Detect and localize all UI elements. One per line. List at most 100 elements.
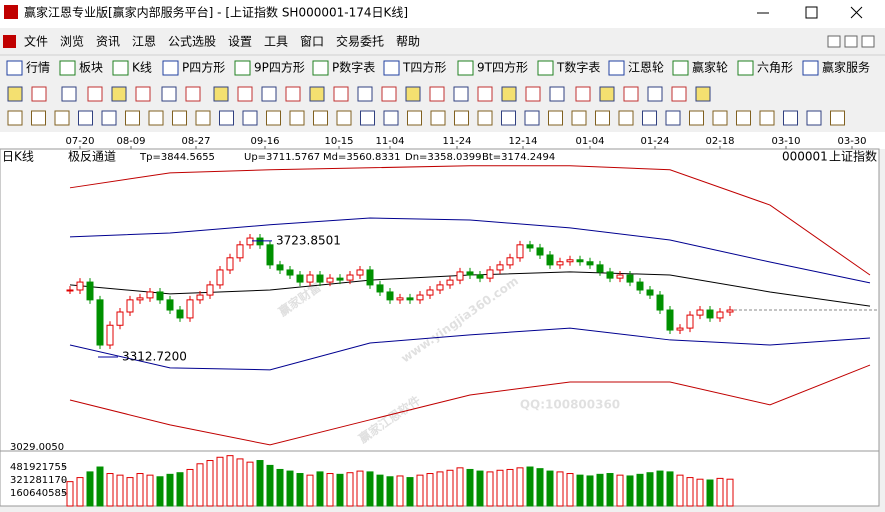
toolbar-icon[interactable] xyxy=(237,86,253,102)
toolbar-label[interactable]: 赢家服务 xyxy=(822,60,870,75)
maximize-button[interactable] xyxy=(805,6,818,19)
toolbar-icon[interactable] xyxy=(219,110,234,126)
toolbar-label[interactable]: 江恩轮 xyxy=(628,61,664,75)
menu-item[interactable]: 窗口 xyxy=(300,35,324,49)
toolbar-icon[interactable] xyxy=(405,86,421,102)
menu-item[interactable]: 帮助 xyxy=(396,35,420,49)
toolbar-icon[interactable] xyxy=(599,86,615,102)
toolbar-icon[interactable] xyxy=(266,110,281,126)
toolbar-icon[interactable] xyxy=(135,86,151,102)
toolbar-icon[interactable] xyxy=(571,110,587,126)
toolbar-label[interactable]: 赢家轮 xyxy=(692,60,728,75)
doc-restore[interactable] xyxy=(844,35,858,48)
toolbar-icon[interactable] xyxy=(285,86,301,102)
menu-item[interactable]: 交易委托 xyxy=(336,34,384,49)
toolbar-icon[interactable] xyxy=(309,86,325,102)
toolbar-icon[interactable] xyxy=(54,110,70,126)
toolbar-label[interactable]: 9P四方形 xyxy=(254,60,305,75)
menu-item[interactable]: 设置 xyxy=(228,35,252,49)
toolbar-icon[interactable] xyxy=(59,60,76,76)
toolbar-icon[interactable] xyxy=(695,86,711,102)
toolbar-icon[interactable] xyxy=(111,86,127,102)
toolbar-icon[interactable] xyxy=(623,86,639,102)
toolbar-icon[interactable] xyxy=(712,110,728,126)
toolbar-icon[interactable] xyxy=(242,110,258,126)
toolbar-icon[interactable] xyxy=(802,60,819,76)
toolbar-icon[interactable] xyxy=(737,60,754,76)
toolbar-icon[interactable] xyxy=(457,60,474,76)
toolbar-icon[interactable] xyxy=(333,86,349,102)
menu-item[interactable]: 工具 xyxy=(264,35,288,49)
toolbar-icon[interactable] xyxy=(31,110,46,126)
toolbar-icon[interactable] xyxy=(618,110,634,126)
toolbar-icon[interactable] xyxy=(61,86,77,102)
toolbar-icon[interactable] xyxy=(477,86,493,102)
toolbar-icon[interactable] xyxy=(736,110,751,126)
toolbar-icon[interactable] xyxy=(195,110,211,126)
toolbar-icon[interactable] xyxy=(575,86,591,102)
toolbar-icon[interactable] xyxy=(642,110,657,126)
toolbar-icon[interactable] xyxy=(525,86,541,102)
toolbar-icon[interactable] xyxy=(213,86,229,102)
toolbar-label[interactable]: T数字表 xyxy=(556,60,600,75)
toolbar-icon[interactable] xyxy=(101,110,117,126)
toolbar-icon[interactable] xyxy=(7,110,23,126)
toolbar-icon[interactable] xyxy=(672,60,689,76)
toolbar-label[interactable]: 六角形 xyxy=(757,61,793,75)
toolbar-icon[interactable] xyxy=(783,110,798,126)
toolbar-icon[interactable] xyxy=(501,86,517,102)
toolbar-icon[interactable] xyxy=(312,60,329,76)
menu-item[interactable]: 资讯 xyxy=(96,35,120,49)
toolbar-label[interactable]: P数字表 xyxy=(332,60,375,75)
toolbar-icon[interactable] xyxy=(830,110,845,126)
doc-close[interactable] xyxy=(861,35,875,48)
toolbar-icon[interactable] xyxy=(357,86,373,102)
toolbar-icon[interactable] xyxy=(689,110,704,126)
toolbar-icon[interactable] xyxy=(383,60,400,76)
toolbar-icon[interactable] xyxy=(501,110,516,126)
menu-item[interactable]: 江恩 xyxy=(132,35,156,49)
menu-item[interactable]: 文件 xyxy=(24,34,48,49)
toolbar-icon[interactable] xyxy=(112,60,129,76)
toolbar-icon[interactable] xyxy=(161,86,177,102)
toolbar-icon[interactable] xyxy=(185,86,201,102)
toolbar-icon[interactable] xyxy=(549,86,565,102)
toolbar-label[interactable]: T四方形 xyxy=(402,60,446,75)
toolbar-label[interactable]: P四方形 xyxy=(182,60,225,75)
toolbar-icon[interactable] xyxy=(172,110,187,126)
toolbar-icon[interactable] xyxy=(454,110,469,126)
toolbar-icon[interactable] xyxy=(360,110,375,126)
toolbar-icon[interactable] xyxy=(234,60,251,76)
doc-minimize[interactable] xyxy=(827,35,841,48)
toolbar-icon[interactable] xyxy=(548,110,563,126)
toolbar-icon[interactable] xyxy=(524,110,540,126)
toolbar-icon[interactable] xyxy=(477,110,493,126)
toolbar-icon[interactable] xyxy=(7,86,23,102)
toolbar-icon[interactable] xyxy=(453,86,469,102)
toolbar-label[interactable]: 行情 xyxy=(26,61,50,75)
toolbar-label[interactable]: K线 xyxy=(132,61,152,75)
toolbar-icon[interactable] xyxy=(647,86,663,102)
toolbar-icon[interactable] xyxy=(665,110,681,126)
toolbar-icon[interactable] xyxy=(261,86,277,102)
toolbar-icon[interactable] xyxy=(429,86,445,102)
toolbar-icon[interactable] xyxy=(806,110,822,126)
toolbar-icon[interactable] xyxy=(31,86,47,102)
toolbar-icon[interactable] xyxy=(759,110,775,126)
toolbar-icon[interactable] xyxy=(430,110,446,126)
toolbar-icon[interactable] xyxy=(6,60,23,76)
menu-item[interactable]: 浏览 xyxy=(60,34,84,49)
toolbar-icon[interactable] xyxy=(381,86,397,102)
toolbar-icon[interactable] xyxy=(595,110,610,126)
toolbar-icon[interactable] xyxy=(537,60,554,76)
toolbar-icon[interactable] xyxy=(148,110,164,126)
toolbar-icon[interactable] xyxy=(383,110,399,126)
toolbar-icon[interactable] xyxy=(313,110,328,126)
close-button[interactable] xyxy=(850,6,863,19)
toolbar-icon[interactable] xyxy=(78,110,93,126)
toolbar-icon[interactable] xyxy=(87,86,103,102)
toolbar-icon[interactable] xyxy=(162,60,179,76)
toolbar-icon[interactable] xyxy=(336,110,352,126)
toolbar-icon[interactable] xyxy=(289,110,305,126)
toolbar-icon[interactable] xyxy=(407,110,422,126)
